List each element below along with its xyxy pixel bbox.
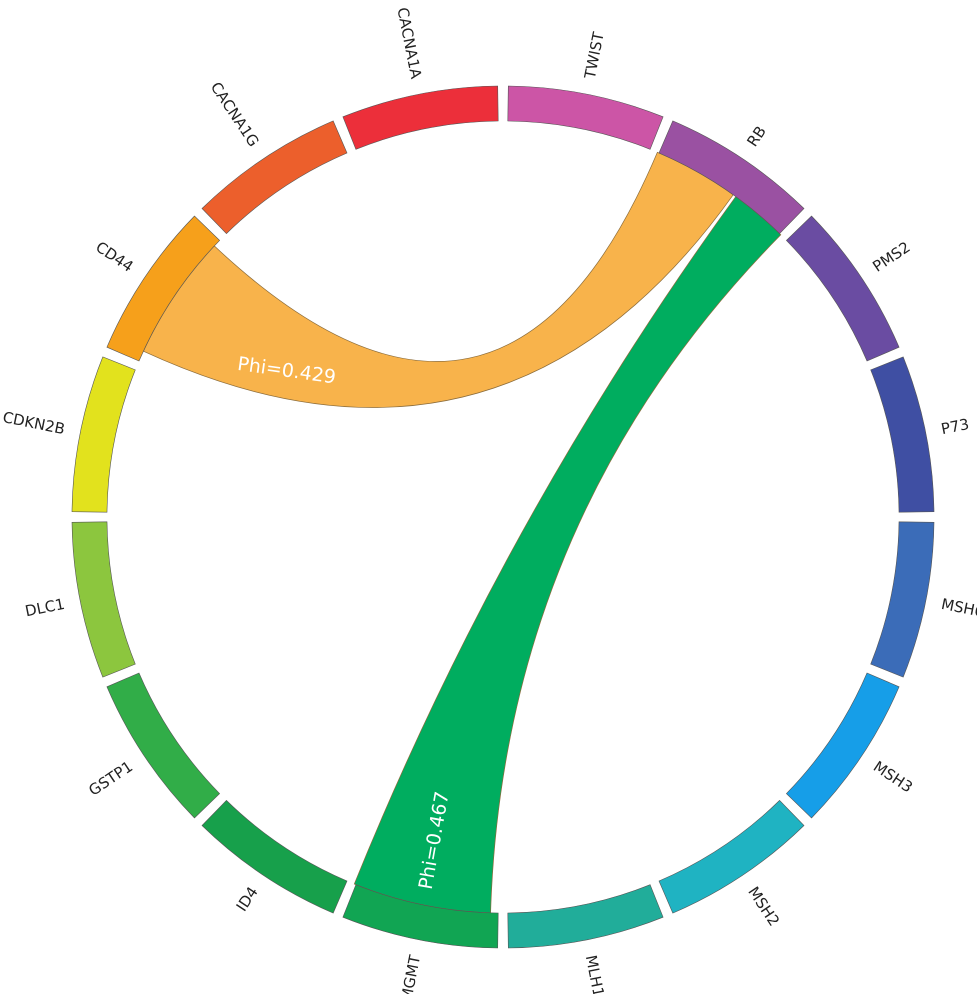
segment-twist bbox=[507, 85, 664, 150]
ribbons-layer bbox=[142, 151, 782, 914]
segment-label-id4: ID4 bbox=[233, 883, 262, 914]
segment-gstp1 bbox=[106, 672, 221, 819]
segment-label-p73: P73 bbox=[940, 415, 971, 438]
segment-pms2 bbox=[785, 215, 900, 362]
segment-label-cacna1g: CACNA1G bbox=[207, 79, 263, 150]
segment-label-pms2: PMS2 bbox=[869, 238, 913, 276]
segment-label-gstp1: GSTP1 bbox=[85, 757, 136, 799]
segment-dlc1 bbox=[71, 521, 136, 678]
segment-mgmt bbox=[342, 884, 499, 949]
segment-mlh1 bbox=[507, 884, 664, 949]
segment-label-cd44: CD44 bbox=[92, 238, 136, 276]
segment-label-dlc1: DLC1 bbox=[24, 595, 67, 620]
segment-cacna1a bbox=[342, 85, 499, 150]
segment-cd44 bbox=[106, 215, 221, 362]
segment-cacna1g bbox=[201, 120, 348, 235]
segment-msh6 bbox=[870, 521, 935, 678]
segment-label-mlh1: MLH1 bbox=[582, 954, 608, 994]
segments-layer bbox=[71, 85, 935, 949]
segment-label-twist: TWIST bbox=[581, 30, 608, 82]
segment-id4 bbox=[201, 799, 348, 914]
segment-label-rb: RB bbox=[743, 123, 769, 150]
segment-label-mgmt: MGMT bbox=[397, 953, 424, 994]
segment-msh2 bbox=[658, 799, 805, 914]
segment-p73 bbox=[870, 356, 935, 513]
segment-label-cdkn2b: CDKN2B bbox=[1, 408, 66, 438]
segment-label-msh6: MSH6 bbox=[940, 595, 977, 621]
segment-label-msh2: MSH2 bbox=[744, 883, 783, 929]
segment-label-cacna1a: CACNA1A bbox=[393, 6, 425, 81]
segment-cdkn2b bbox=[71, 356, 136, 513]
segment-msh3 bbox=[785, 672, 900, 819]
segment-rb bbox=[658, 120, 805, 235]
segment-label-msh3: MSH3 bbox=[870, 757, 916, 796]
